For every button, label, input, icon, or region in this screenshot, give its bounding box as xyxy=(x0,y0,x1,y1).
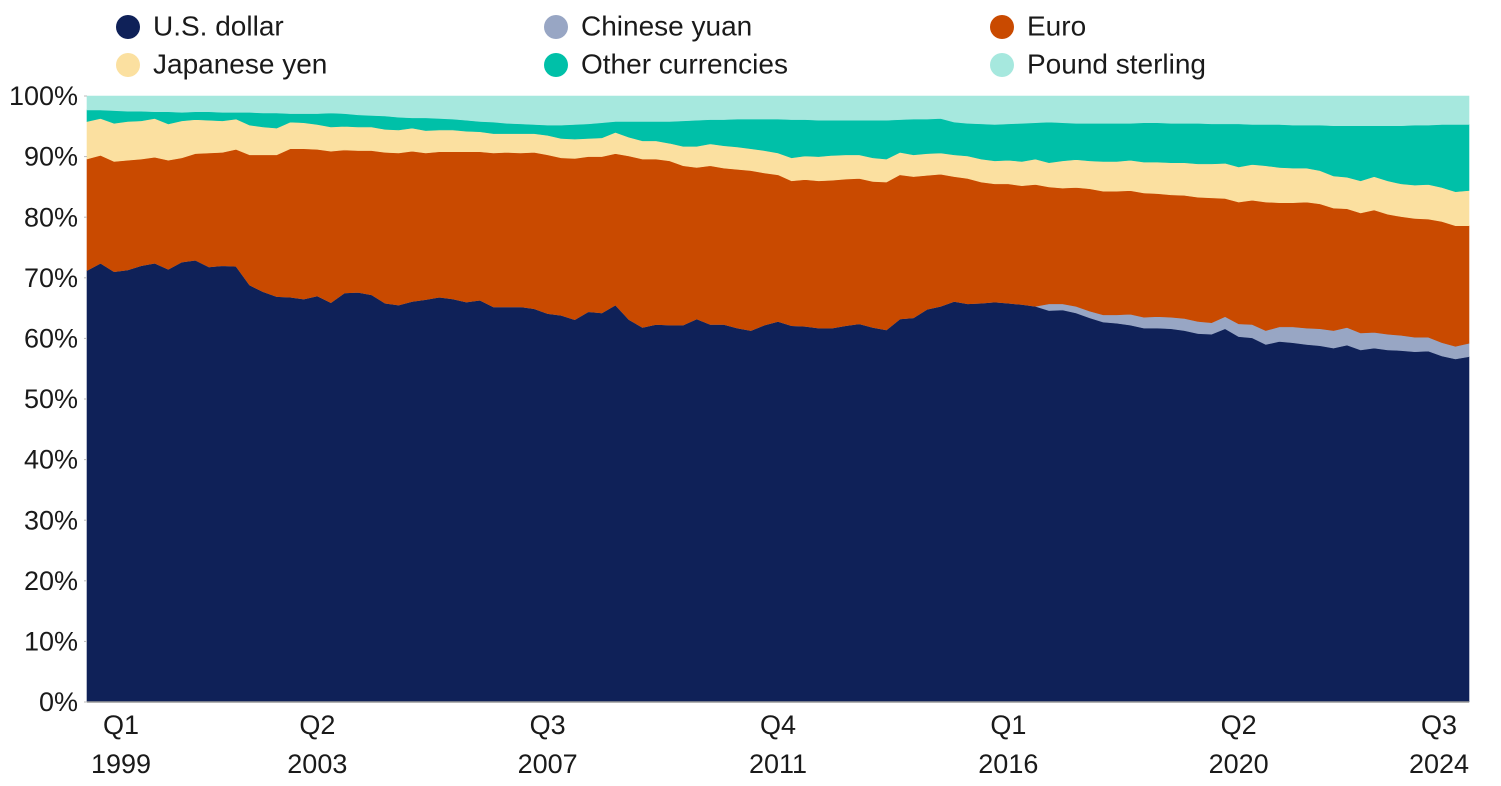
y-tick-label: 90% xyxy=(24,142,78,172)
x-tick-label: Q2 2020 xyxy=(1208,710,1269,779)
y-tick-label: 0% xyxy=(39,687,78,717)
area xyxy=(86,95,1470,126)
y-tick-label: 70% xyxy=(24,263,78,293)
y-tick-label: 50% xyxy=(24,384,78,414)
y-tick-label: 10% xyxy=(24,627,78,657)
legend-label: Chinese yuan xyxy=(581,10,752,41)
legend-marker xyxy=(116,15,140,39)
legend-label: Japanese yen xyxy=(153,48,327,79)
x-tick-label: Q4 2011 xyxy=(748,710,808,779)
y-tick-label: 60% xyxy=(24,324,78,354)
legend-marker xyxy=(116,53,140,77)
x-tick-label: Q1 2016 xyxy=(978,710,1039,779)
y-tick-label: 40% xyxy=(24,445,78,475)
y-tick-label: 100% xyxy=(9,81,78,111)
legend-label: Other currencies xyxy=(581,48,788,79)
x-tick-label: Q3 2007 xyxy=(517,710,578,779)
legend-marker xyxy=(990,15,1014,39)
x-tick-label: Q1 1999 xyxy=(90,710,152,779)
y-tick-label: 20% xyxy=(24,566,78,596)
x-tick-label: Q3 2024 xyxy=(1408,710,1470,779)
legend-marker xyxy=(990,53,1014,77)
legend-label: Euro xyxy=(1027,10,1086,41)
legend-marker xyxy=(544,15,568,39)
x-tick-label: Q2 2003 xyxy=(287,710,348,779)
y-tick-label: 30% xyxy=(24,505,78,535)
legend-marker xyxy=(544,53,568,77)
legend-label: Pound sterling xyxy=(1027,48,1206,79)
y-tick-label: 80% xyxy=(24,202,78,232)
legend-label: U.S. dollar xyxy=(153,10,284,41)
